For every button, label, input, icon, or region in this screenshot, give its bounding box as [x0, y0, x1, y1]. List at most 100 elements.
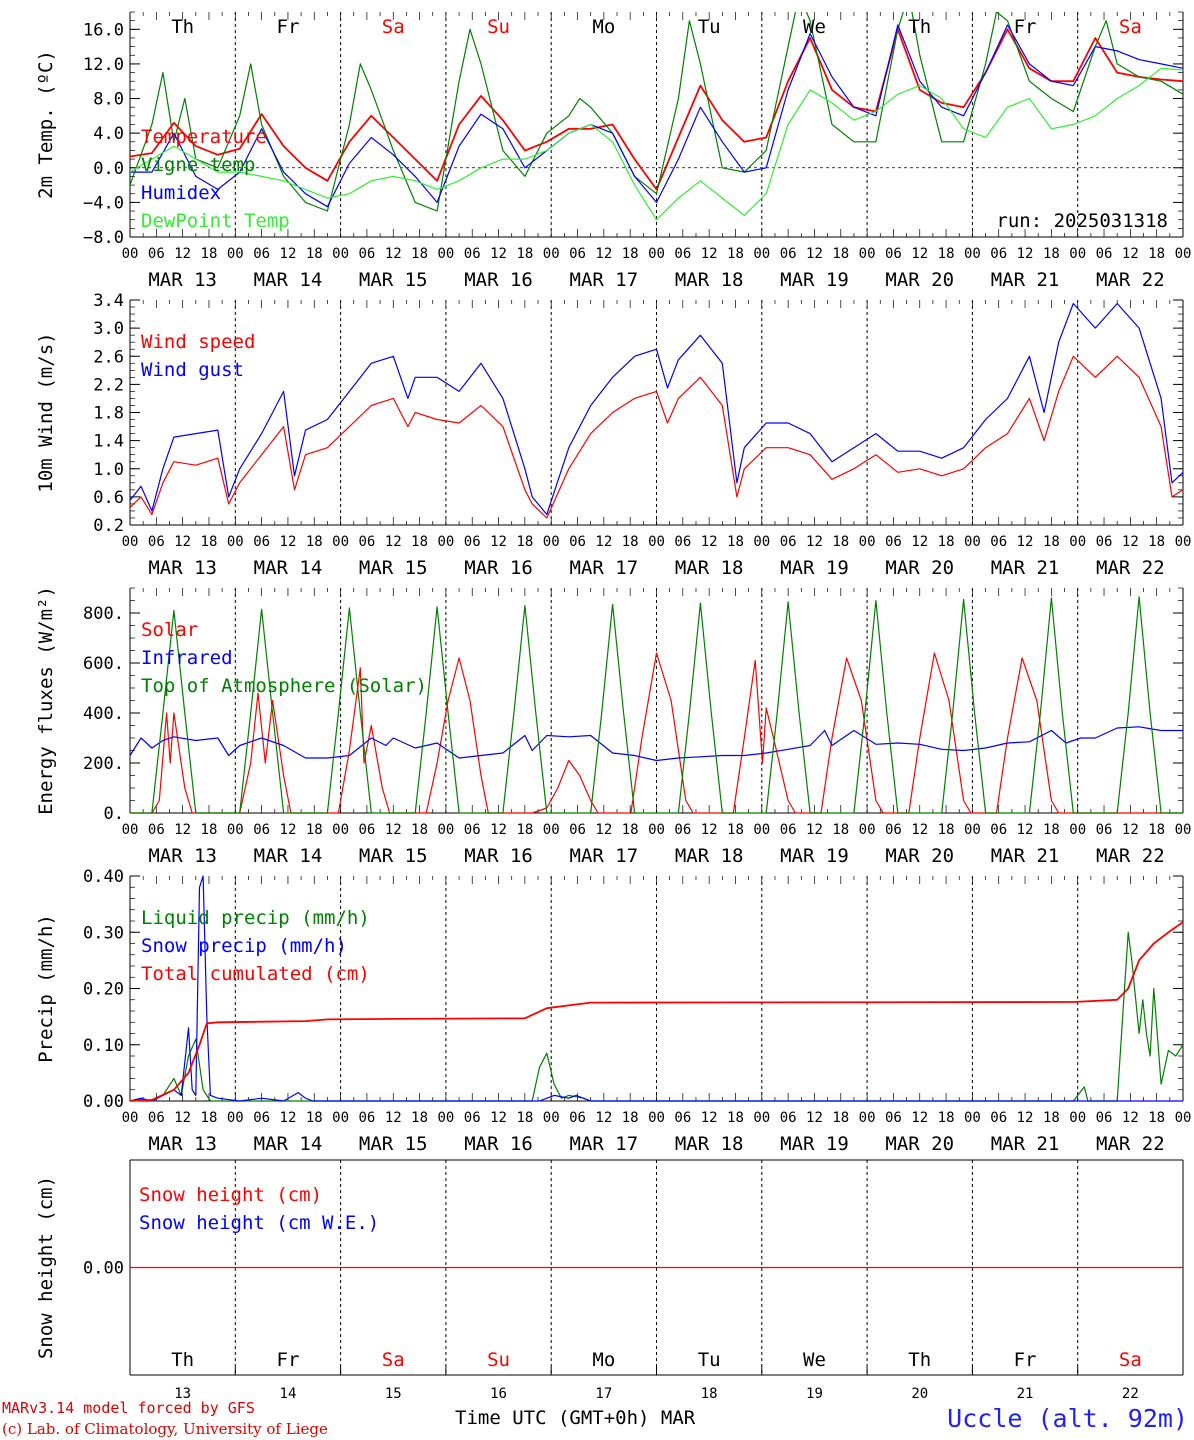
hour-tick-label: 06 [674, 1110, 691, 1126]
hour-tick-label: 12 [701, 822, 718, 838]
series-dewpoint-temp [130, 67, 1183, 221]
hour-tick-label: 12 [1017, 1110, 1034, 1126]
day-number-label: 18 [701, 1386, 718, 1402]
hour-tick-label: 00 [543, 1110, 560, 1126]
hour-tick-label: 12 [911, 534, 928, 550]
date-label: MAR 16 [464, 269, 533, 291]
date-label: MAR 22 [1096, 845, 1165, 867]
hour-tick-label: 06 [253, 534, 270, 550]
series-top-of-atmosphere-solar [130, 596, 1183, 814]
date-label: MAR 13 [148, 269, 217, 291]
hour-tick-label: 18 [1043, 1110, 1060, 1126]
series-total-cumulated-cm [129, 921, 1184, 1102]
y-tick-label: 0.20 [83, 980, 124, 1000]
date-label: MAR 16 [464, 557, 533, 579]
hour-tick-label: 06 [885, 822, 902, 838]
series-temperature [130, 28, 1183, 191]
date-label: MAR 15 [359, 845, 428, 867]
y-tick-label: 16.0 [83, 20, 124, 40]
hour-tick-label: 18 [1148, 246, 1165, 262]
weekday-label: Sa [382, 16, 405, 38]
hour-tick-label: 12 [1122, 534, 1139, 550]
model-credit-line2: (c) Lab. of Climatology, University of L… [2, 1420, 328, 1438]
hour-tick-label: 12 [1017, 822, 1034, 838]
weekday-label: Tu [698, 1349, 721, 1371]
date-label: MAR 18 [675, 1133, 744, 1155]
hour-tick-label: 12 [806, 1110, 823, 1126]
date-label: MAR 19 [780, 557, 849, 579]
hour-tick-label: 06 [1096, 534, 1113, 550]
date-label: MAR 22 [1096, 269, 1165, 291]
date-label: MAR 18 [675, 557, 744, 579]
legend-entry: Snow precip (mm/h) [141, 935, 347, 957]
date-label: MAR 21 [991, 845, 1060, 867]
hour-tick-label: 06 [464, 246, 481, 262]
weekday-label: Sa [382, 1349, 405, 1371]
hour-tick-label: 00 [122, 534, 139, 550]
date-label: MAR 20 [885, 557, 954, 579]
y-tick-label: 0. [104, 804, 124, 824]
hour-tick-label: 06 [780, 534, 797, 550]
legend-entry: Top of Atmosphere (Solar) [141, 675, 427, 697]
hour-tick-label: 18 [411, 246, 428, 262]
series-wind-speed [129, 355, 1184, 519]
legend-entry: Humidex [141, 182, 221, 204]
series-vigne-temp [130, 12, 1183, 212]
hour-tick-label: 12 [174, 534, 191, 550]
hour-tick-label: 06 [569, 1110, 586, 1126]
model-credit-line1: MARv3.14 model forced by GFS [2, 1399, 255, 1417]
hour-tick-label: 18 [306, 534, 323, 550]
legend-entry: Vigne temp [141, 154, 255, 176]
date-label: MAR 22 [1096, 557, 1165, 579]
hour-tick-label: 12 [174, 822, 191, 838]
date-label: MAR 15 [359, 557, 428, 579]
hour-tick-label: 06 [569, 246, 586, 262]
hour-tick-label: 06 [1096, 1110, 1113, 1126]
date-label: MAR 16 [464, 845, 533, 867]
legend-entry: Wind speed [141, 331, 255, 353]
hour-tick-label: 12 [385, 822, 402, 838]
hour-tick-label: 06 [674, 246, 691, 262]
date-label: MAR 15 [359, 1133, 428, 1155]
hour-tick-label: 12 [174, 246, 191, 262]
hour-tick-label: 06 [990, 246, 1007, 262]
hour-tick-label: 12 [385, 534, 402, 550]
day-number-label: 13 [174, 1386, 191, 1402]
hour-tick-label: 12 [806, 822, 823, 838]
hour-tick-label: 18 [938, 1110, 955, 1126]
date-label: MAR 13 [148, 557, 217, 579]
weekday-label: Sa [1119, 1349, 1142, 1371]
date-label: MAR 13 [148, 1133, 217, 1155]
date-label: MAR 19 [780, 845, 849, 867]
hour-tick-label: 06 [358, 1110, 375, 1126]
weekday-label: Su [487, 1349, 510, 1371]
hour-tick-label: 18 [516, 246, 533, 262]
hour-tick-label: 18 [201, 1110, 218, 1126]
hour-tick-label: 06 [148, 246, 165, 262]
hour-tick-label: 06 [780, 246, 797, 262]
date-label: MAR 20 [885, 845, 954, 867]
hour-tick-label: 18 [516, 1110, 533, 1126]
hour-tick-label: 18 [622, 1110, 639, 1126]
series-humidex [130, 24, 1183, 208]
hour-tick-label: 00 [1175, 822, 1192, 838]
hour-tick-label: 06 [674, 534, 691, 550]
hour-tick-label: 18 [1148, 822, 1165, 838]
y-tick-label: 4.0 [93, 124, 124, 144]
date-label: MAR 21 [991, 557, 1060, 579]
hour-tick-label: 12 [1017, 534, 1034, 550]
hour-tick-label: 12 [701, 246, 718, 262]
hour-tick-label: 18 [727, 822, 744, 838]
hour-tick-label: 06 [358, 246, 375, 262]
hour-tick-label: 12 [490, 246, 507, 262]
hour-tick-label: 00 [648, 246, 665, 262]
hour-tick-label: 18 [201, 246, 218, 262]
hour-tick-label: 18 [832, 534, 849, 550]
date-label: MAR 16 [464, 1133, 533, 1155]
date-label: MAR 21 [991, 269, 1060, 291]
y-tick-label: 0.00 [83, 1092, 124, 1112]
weekday-label: Th [908, 1349, 931, 1371]
weekday-label: Th [171, 16, 194, 38]
date-label: MAR 17 [570, 557, 639, 579]
